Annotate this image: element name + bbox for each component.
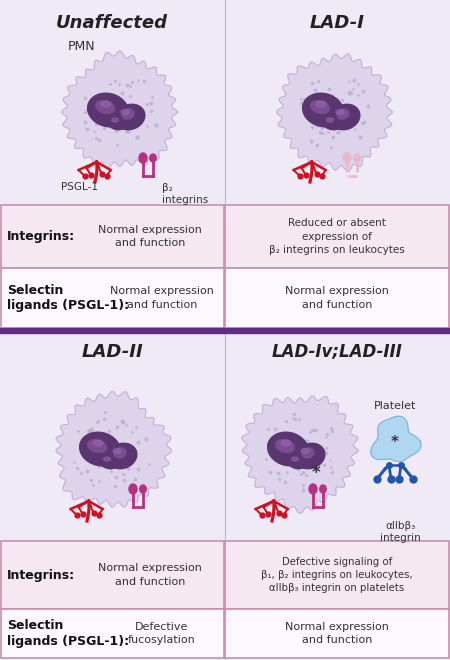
Text: Normal expression
and function: Normal expression and function: [285, 286, 389, 310]
Ellipse shape: [99, 453, 121, 469]
Polygon shape: [56, 391, 171, 507]
Ellipse shape: [112, 118, 118, 122]
Ellipse shape: [288, 453, 308, 469]
Text: LAD-I: LAD-I: [310, 14, 364, 32]
Polygon shape: [242, 396, 358, 513]
Ellipse shape: [309, 484, 317, 494]
Ellipse shape: [337, 109, 349, 119]
Ellipse shape: [114, 448, 126, 458]
Polygon shape: [62, 51, 177, 168]
Text: Defective signaling of
β₁, β₂ integrins on leukocytes,
αIIbβ₃ integrin on platel: Defective signaling of β₁, β₂ integrins …: [261, 557, 413, 593]
Ellipse shape: [107, 444, 137, 469]
Ellipse shape: [295, 444, 325, 469]
Ellipse shape: [95, 100, 114, 114]
Text: LAD-II: LAD-II: [81, 343, 143, 361]
FancyBboxPatch shape: [1, 268, 224, 328]
FancyBboxPatch shape: [1, 205, 224, 268]
Text: Normal expression
and function: Normal expression and function: [285, 622, 389, 645]
Ellipse shape: [139, 153, 147, 163]
FancyBboxPatch shape: [225, 541, 449, 609]
Text: Platelet: Platelet: [374, 401, 416, 411]
Ellipse shape: [129, 484, 137, 494]
Text: αIIbβ₃
integrin: αIIbβ₃ integrin: [380, 521, 420, 543]
Ellipse shape: [108, 114, 128, 130]
Ellipse shape: [323, 114, 343, 130]
FancyBboxPatch shape: [1, 541, 224, 609]
Polygon shape: [277, 54, 392, 171]
FancyBboxPatch shape: [225, 609, 449, 658]
Text: *: *: [312, 464, 320, 482]
Ellipse shape: [354, 154, 360, 162]
Ellipse shape: [330, 104, 360, 130]
Text: PSGL-1: PSGL-1: [62, 182, 99, 192]
Polygon shape: [371, 416, 421, 461]
Ellipse shape: [281, 440, 291, 446]
Ellipse shape: [343, 153, 351, 163]
Ellipse shape: [122, 109, 134, 119]
Ellipse shape: [336, 110, 344, 114]
Ellipse shape: [302, 448, 314, 458]
Ellipse shape: [303, 93, 343, 127]
Ellipse shape: [88, 93, 128, 127]
Ellipse shape: [88, 440, 107, 452]
Ellipse shape: [80, 432, 120, 466]
Text: *: *: [391, 436, 399, 451]
Text: β₂
integrins: β₂ integrins: [162, 183, 208, 205]
FancyBboxPatch shape: [225, 205, 449, 268]
FancyBboxPatch shape: [0, 333, 450, 660]
Text: Defective
fucosylation: Defective fucosylation: [128, 622, 196, 645]
Ellipse shape: [320, 485, 326, 493]
Text: Selectin
ligands (PSGL-1):: Selectin ligands (PSGL-1):: [7, 619, 129, 648]
Ellipse shape: [113, 449, 121, 453]
Ellipse shape: [327, 118, 333, 122]
Ellipse shape: [101, 101, 111, 107]
Ellipse shape: [115, 104, 145, 130]
Ellipse shape: [93, 440, 103, 446]
Text: Reduced or absent
expression of
β₂ integrins on leukocytes: Reduced or absent expression of β₂ integ…: [269, 218, 405, 255]
Text: Integrins:: Integrins:: [7, 230, 75, 243]
Text: Normal expression
and function: Normal expression and function: [98, 225, 202, 248]
Text: Selectin
ligands (PSGL-1):: Selectin ligands (PSGL-1):: [7, 284, 129, 312]
Ellipse shape: [292, 457, 298, 461]
Ellipse shape: [140, 485, 146, 493]
Ellipse shape: [268, 432, 308, 466]
Text: PMN: PMN: [68, 40, 95, 53]
FancyBboxPatch shape: [1, 609, 224, 658]
Text: Normal expression
and function: Normal expression and function: [110, 286, 214, 310]
FancyBboxPatch shape: [225, 268, 449, 328]
Ellipse shape: [275, 440, 294, 452]
Text: Unaffected: Unaffected: [56, 14, 168, 32]
Ellipse shape: [121, 110, 129, 114]
Ellipse shape: [316, 101, 326, 107]
Ellipse shape: [104, 457, 111, 461]
Text: Integrins:: Integrins:: [7, 568, 75, 581]
Ellipse shape: [301, 449, 309, 453]
Text: Normal expression
and function: Normal expression and function: [98, 564, 202, 587]
FancyBboxPatch shape: [0, 0, 450, 328]
Ellipse shape: [310, 100, 329, 114]
Ellipse shape: [150, 154, 156, 162]
Text: LAD-Iv;LAD-III: LAD-Iv;LAD-III: [272, 343, 402, 361]
